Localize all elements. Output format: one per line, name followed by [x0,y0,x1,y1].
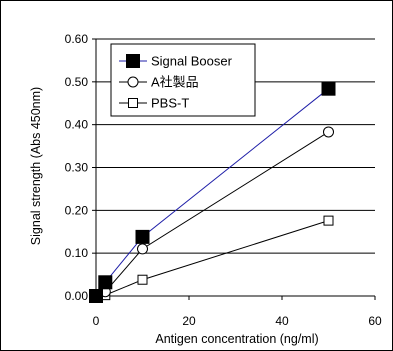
y-tick-label: 0.60 [65,32,89,46]
legend-label: PBS-T [151,96,189,111]
data-point [321,81,336,96]
series [90,126,334,302]
data-point [98,275,113,290]
data-point [323,215,334,226]
x-axis-label: Antigen concentration (ng/ml) [155,332,318,346]
legend-label: A社製品 [151,75,199,90]
y-tick-label: 0.00 [65,289,89,303]
series-line [95,131,329,297]
legend-label: Signal Booser [151,54,233,69]
x-tick-label: 60 [368,314,382,328]
data-point [137,274,148,285]
x-tick-label: 0 [93,314,100,328]
x-tick-label: 20 [182,314,196,328]
legend-item: PBS-T [119,96,189,111]
legend-marker [128,98,138,108]
axes [92,38,376,300]
y-tick-label: 0.50 [65,75,89,89]
y-tick-label: 0.30 [65,161,89,175]
tick-labels: 0.00 0.10 0.20 0.30 0.40 0.50 0.60 0 20 40 60 [65,32,382,328]
data-point [89,289,103,303]
legend-marker [126,54,140,68]
data-point [323,126,334,138]
data-point [137,243,148,255]
legend-item: A社製品 [119,75,199,90]
y-tick-label: 0.40 [65,118,89,132]
legend-item: Signal Booser [119,54,233,69]
series [91,215,334,301]
legend-marker [127,76,139,88]
series-line [95,220,329,297]
series-line [95,88,329,297]
x-tick-label: 40 [275,314,289,328]
series-group [89,81,336,303]
data-point [135,229,150,244]
y-axis-label: Signal strength (Abs 450nm) [29,87,43,245]
series [89,81,336,303]
legend: Signal Booser A社製品 PBS-T [110,43,256,117]
y-tick-label: 0.10 [65,246,89,260]
y-tick-label: 0.20 [65,203,89,217]
